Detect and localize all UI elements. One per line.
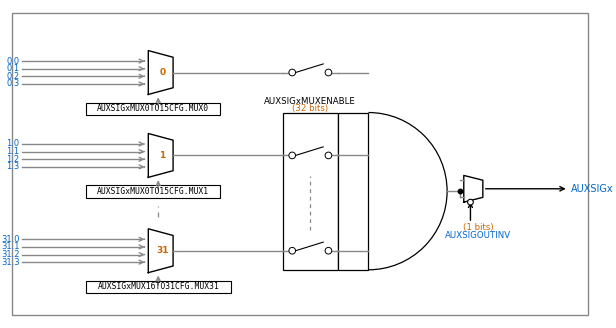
Text: 0.3: 0.3 [6,79,20,89]
Bar [86,185,220,198]
Text: AUXSIGxMUX16TO31CFG.MUX31: AUXSIGxMUX16TO31CFG.MUX31 [98,282,220,292]
Text: 31.1: 31.1 [1,242,20,252]
Text: 1.3: 1.3 [6,162,20,171]
Text: 0: 0 [160,68,166,77]
Circle shape [289,247,296,254]
Text: 1.0: 1.0 [7,139,20,149]
Text: 31.0: 31.0 [1,235,20,244]
Text: (1 bits): (1 bits) [463,223,493,232]
Circle shape [325,247,332,254]
Text: 1: 1 [160,151,166,160]
Text: 0.1: 0.1 [7,64,20,73]
Text: 31.2: 31.2 [1,250,20,259]
Text: 0.2: 0.2 [7,72,20,81]
Bar [283,113,338,270]
Bar [86,281,231,293]
Circle shape [289,69,296,76]
Text: AUXSIGxMUX0TO15CFG.MUX1: AUXSIGxMUX0TO15CFG.MUX1 [97,187,209,196]
Text: AUXSIGxMUX0TO15CFG.MUX0: AUXSIGxMUX0TO15CFG.MUX0 [97,104,209,113]
Bar [338,113,368,270]
Text: AUXSIGx: AUXSIGx [570,184,613,194]
Text: (32 bits): (32 bits) [292,104,328,113]
Text: 0.0: 0.0 [7,56,20,66]
Text: AUXSIGxMUXENABLE: AUXSIGxMUXENABLE [264,97,356,106]
Text: 1.1: 1.1 [7,147,20,156]
Circle shape [468,199,473,205]
Bar [86,103,220,115]
Text: 31: 31 [156,246,169,255]
Circle shape [325,152,332,159]
Text: 31.3: 31.3 [1,258,20,267]
Text: AUXSIGOUTINV: AUXSIGOUTINV [445,231,511,240]
Circle shape [325,69,332,76]
Circle shape [289,152,296,159]
Text: 1.2: 1.2 [7,155,20,164]
